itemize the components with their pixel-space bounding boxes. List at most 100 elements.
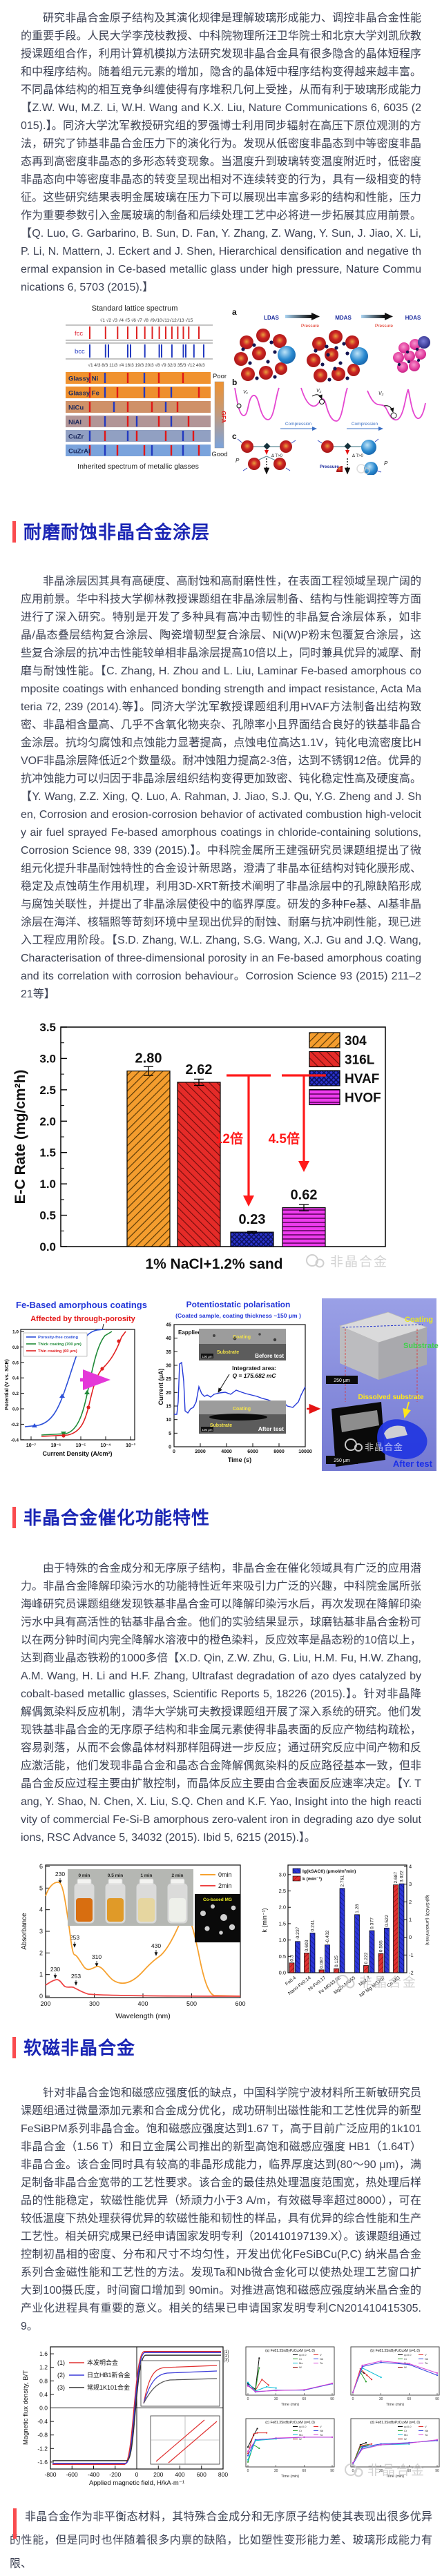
y-tick-left: 2.0 bbox=[279, 1904, 286, 1911]
figure-lattice-spectrum[interactable]: Standard lattice spectrum √1 √2 √3 √4 √5… bbox=[0, 301, 442, 478]
peak-label-red: 253 bbox=[71, 1973, 81, 1980]
bar-value: 0.62 bbox=[291, 1188, 318, 1203]
figure-soft-magnetic[interactable]: 1.6 1.2 0.8 0.4 0.0 -0.4 -0.8 -1.2 -1.6 -800 -600 -… bbox=[0, 2341, 442, 2488]
section-title: 耐磨耐蚀非晶合金涂层 bbox=[23, 521, 211, 543]
x-tick-label: 500 bbox=[186, 2000, 197, 2007]
after-3d-label: After test bbox=[393, 1458, 433, 1469]
alloy-row-label: Glassy Ni bbox=[68, 375, 98, 383]
k-bar bbox=[393, 1884, 398, 1973]
mini-point bbox=[380, 2443, 382, 2446]
mini-panel-frame bbox=[350, 2346, 440, 2396]
row-tick-red bbox=[126, 416, 129, 427]
legend-label: 304 bbox=[345, 1034, 367, 1048]
y-tick-label: 1.0 bbox=[39, 1178, 56, 1191]
mini-legend-label: Nb bbox=[425, 2429, 429, 2432]
mini-legend-label: V bbox=[425, 2353, 427, 2357]
mini-point bbox=[267, 2384, 269, 2386]
mini-point bbox=[254, 2439, 256, 2441]
mini-point bbox=[352, 2461, 354, 2464]
row-tick-red bbox=[157, 416, 160, 427]
section-title: 软磁非晶合金 bbox=[23, 2037, 136, 2058]
figure-ec-rate-chart[interactable]: 2.80 2.62 0.23 0.62 0.0 0.5 1.0 1.5 2.0 2.5 3.0 3.5… bbox=[0, 1015, 442, 1282]
mini-point bbox=[247, 2455, 249, 2457]
row-tick-red bbox=[157, 387, 160, 398]
legend-label: 0min bbox=[218, 1871, 232, 1878]
integrated-label-1: Integrated area: bbox=[232, 1365, 276, 1372]
legend-label: 316L bbox=[345, 1053, 375, 1068]
y-tick-label: 1.0 bbox=[12, 1330, 19, 1335]
lg-bar bbox=[354, 1914, 360, 1973]
row-tick-red bbox=[192, 431, 195, 441]
v2-label: V₂ bbox=[316, 389, 322, 393]
mini-x-tick: 90 bbox=[435, 2397, 439, 2401]
legend-name-1: 本发明合金 bbox=[87, 2359, 118, 2366]
mini-point bbox=[258, 2357, 260, 2359]
dt-label-2: Δ T>0 bbox=[352, 454, 364, 458]
y-tick-label: 0.0 bbox=[39, 1240, 56, 1253]
ec-xlabel: 1% NaCl+1.2% sand bbox=[145, 1256, 282, 1272]
bar-304 bbox=[126, 1070, 171, 1247]
lg-bar bbox=[295, 1941, 300, 1973]
absorb-xlabel: Wavelength (nm) bbox=[115, 2012, 171, 2020]
mini-point bbox=[408, 2363, 410, 2365]
mini-legend-label: φ=0.0 bbox=[299, 2425, 307, 2428]
hyst-xlabel: Applied magnetic field, H/kA·m⁻¹ bbox=[89, 2479, 184, 2487]
mini-point bbox=[256, 2428, 258, 2430]
x-tick-label: -400 bbox=[88, 2471, 99, 2478]
y-tick-left: 1.5 bbox=[279, 1920, 286, 1926]
footer-note: 非晶合金作为非平衡态材料，其特殊合金成分和无序原子结构使其表现出很多优异的性能，… bbox=[10, 2506, 432, 2576]
x-tick-label: 10⁻³ bbox=[126, 1443, 135, 1448]
x-tick-label: 600 bbox=[235, 2000, 245, 2007]
k-bar-panel: 0.0 0.5 1.0 1.5 2.0 2.5 3.0 -2 -1 0 1 2 3 4 0.3 -0.237 F… bbox=[261, 1864, 430, 1999]
lg-value: -0.432 bbox=[325, 1930, 330, 1943]
pressure-label-1: Pressure bbox=[301, 324, 319, 329]
row-tick-blue bbox=[182, 431, 184, 441]
k-value: 0.3 bbox=[290, 1955, 295, 1962]
v1-label: V₁ bbox=[243, 390, 249, 395]
peak-label: 310 bbox=[92, 1953, 102, 1960]
svg-text:非晶合金: 非晶合金 bbox=[367, 2463, 425, 2478]
mini-point bbox=[254, 2390, 256, 2392]
x-tick-label: 400 bbox=[137, 2000, 148, 2007]
row-tick-blue bbox=[143, 373, 146, 383]
y-tick-right: 4 bbox=[409, 1864, 412, 1870]
lg-value: 0.377 bbox=[370, 1918, 375, 1929]
row-tick-red bbox=[104, 431, 106, 441]
annotation-12x-arrow bbox=[227, 1074, 271, 1207]
mini-legend-label: V bbox=[425, 2425, 427, 2428]
svg-text:非晶合金: 非晶合金 bbox=[359, 1975, 417, 1990]
mini-legend-label: V bbox=[320, 2425, 322, 2428]
x-tick-label: 10⁻⁷ bbox=[26, 1443, 36, 1448]
category-label: Fe0.4 bbox=[285, 1975, 297, 1987]
row-tick-blue bbox=[170, 416, 173, 427]
bar-value: 2.80 bbox=[135, 1051, 162, 1066]
mini-point bbox=[380, 2361, 382, 2363]
gfa-label: GFA bbox=[220, 411, 227, 422]
y-tick-label: -1.6 bbox=[37, 2459, 48, 2466]
row-tick-red bbox=[126, 402, 129, 412]
absorbance-panel: 0 1 2 3 4 5 6 200 300 400 500 600 0min 2min 230 253 310 4… bbox=[21, 1863, 246, 2020]
mini-panel-title: (b) Fe81.3SixByPzCuxM (x=1.0) bbox=[370, 2349, 420, 2353]
row-tick-red bbox=[157, 373, 160, 383]
alloy-row-label: NiCu bbox=[68, 404, 84, 412]
legend-label: Thin coating (60 μm) bbox=[38, 1349, 77, 1354]
row-tick-blue bbox=[88, 431, 91, 441]
coating-label-2: Coating bbox=[233, 1407, 251, 1412]
mini-x-tick: 0 bbox=[352, 2469, 354, 2473]
panel-a-label: a bbox=[232, 307, 237, 317]
row-tick-blue bbox=[135, 416, 138, 427]
legend-label: Porosity-free coating bbox=[38, 1336, 78, 1340]
k-value: 0.603 bbox=[305, 1940, 309, 1951]
mini-x-tick: 90 bbox=[330, 2397, 334, 2401]
state-mdas: MDAS bbox=[335, 315, 352, 321]
y-tick-left: 1.0 bbox=[279, 1937, 286, 1943]
pressure-label-2: Pressure bbox=[375, 324, 393, 329]
tomography-panel: Coating Substrate 250 μm Dissolved subst… bbox=[322, 1298, 439, 1471]
panel-b-label: b bbox=[232, 378, 237, 387]
mini-point bbox=[275, 2438, 277, 2440]
figure-coating-corrosion[interactable]: Fe-Based amorphous coatings Affected by … bbox=[0, 1298, 442, 1472]
figure-catalysis[interactable]: 0 1 2 3 4 5 6 200 300 400 500 600 0min 2min 230 253 310 4… bbox=[0, 1858, 442, 2027]
vial-time-label: 0 min bbox=[79, 1873, 90, 1878]
row-tick-red bbox=[88, 416, 91, 427]
y-tick-label: -0.2 bbox=[11, 1423, 19, 1427]
